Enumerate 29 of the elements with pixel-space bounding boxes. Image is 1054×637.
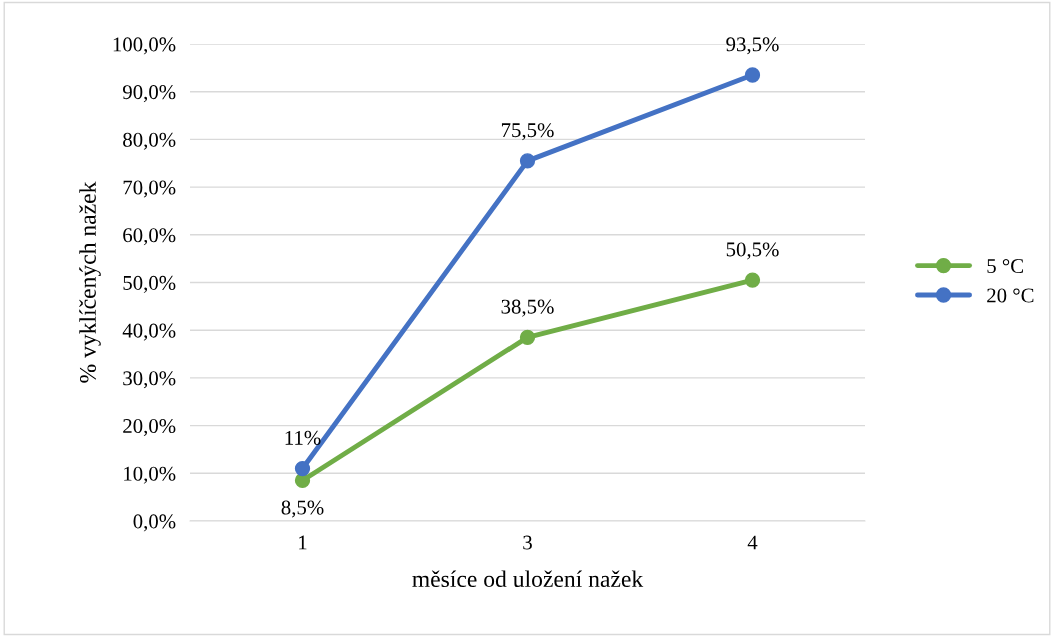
point <box>519 329 536 345</box>
x-tick-label: 4 <box>747 535 758 550</box>
y-tick-label: 0,0% <box>133 514 176 532</box>
y-tick-label: 80,0% <box>123 132 176 150</box>
legend-label: 5 °C <box>987 259 1023 274</box>
point <box>744 67 761 83</box>
y-tick-label: 70,0% <box>123 180 176 198</box>
y-tick-label: 60,0% <box>123 228 176 246</box>
point <box>519 153 536 169</box>
y-axis-title: % vyklíčených nažek <box>79 181 101 383</box>
y-tick-label: 50,0% <box>123 275 176 293</box>
data-label: 75,5% <box>501 123 554 141</box>
y-tick-label: 40,0% <box>122 323 176 341</box>
data-label: 8,5% <box>281 500 324 518</box>
data-label: 38,5% <box>501 299 554 317</box>
x-tick-label: 1 <box>299 535 307 550</box>
data-label: 11% <box>285 430 321 445</box>
data-label: 50,5% <box>726 242 779 260</box>
data-label: 93,5% <box>726 37 779 55</box>
y-tick-label: 10,0% <box>124 466 176 484</box>
y-tick-label: 20,0% <box>123 418 176 437</box>
y-tick-label: 90,0% <box>122 85 176 103</box>
y-tick-label: 30,0% <box>123 371 176 389</box>
x-tick-label: 3 <box>523 535 532 550</box>
x-axis-title: měsíce od uložení nažek <box>412 570 644 588</box>
legend-label: 20 °C <box>987 288 1034 303</box>
y-tick-label: 100,0% <box>113 37 176 55</box>
point <box>294 460 311 477</box>
point <box>744 272 761 288</box>
